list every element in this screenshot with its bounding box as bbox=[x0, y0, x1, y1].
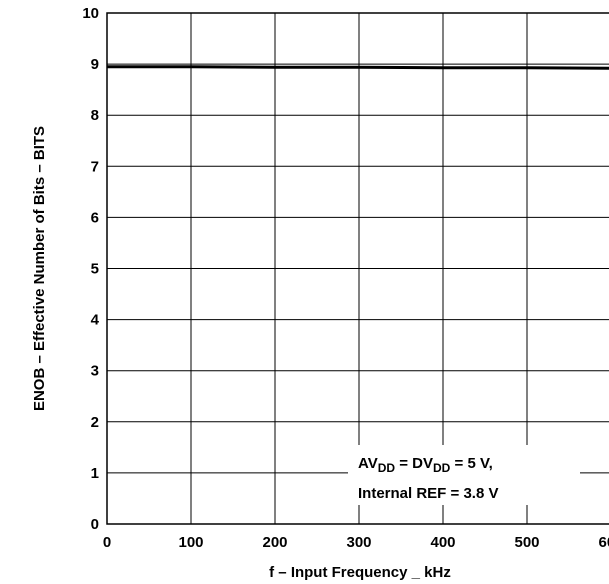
data-series bbox=[107, 65, 609, 70]
x-tick-label: 500 bbox=[514, 534, 539, 551]
y-tick-label: 8 bbox=[91, 107, 99, 124]
annotation-voltage: = 5 V, bbox=[450, 455, 492, 472]
x-tick-labels: 0 100 200 300 400 500 600 bbox=[103, 534, 609, 551]
x-tick-label: 200 bbox=[262, 534, 287, 551]
x-tick-label: 400 bbox=[430, 534, 455, 551]
x-tick-label: 600 bbox=[598, 534, 609, 551]
y-tick-labels: 0 1 2 3 4 5 6 7 8 9 10 bbox=[82, 5, 99, 533]
y-tick-label: 1 bbox=[91, 465, 99, 482]
y-tick-label: 5 bbox=[91, 261, 99, 278]
series-line bbox=[107, 65, 609, 70]
annotation-line-1: AVDD = DVDD = 5 V, bbox=[358, 455, 493, 475]
annotation-dv: = DV bbox=[395, 455, 433, 472]
x-tick-label: 0 bbox=[103, 534, 111, 551]
annotation-box bbox=[348, 445, 580, 505]
y-tick-label: 3 bbox=[91, 363, 99, 380]
y-tick-label: 6 bbox=[91, 209, 99, 226]
plot-frame bbox=[106, 12, 609, 525]
annotation-line-2: Internal REF = 3.8 V bbox=[358, 485, 498, 502]
y-tick-label: 2 bbox=[91, 414, 99, 431]
y-tick-label: 9 bbox=[91, 56, 99, 73]
x-tick-label: 300 bbox=[346, 534, 371, 551]
y-tick-label: 7 bbox=[91, 158, 99, 175]
annotation-sub-dd-1: DD bbox=[378, 461, 396, 475]
x-axis-label: f – Input Frequency _ kHz bbox=[269, 564, 451, 581]
y-tick-label: 10 bbox=[82, 5, 99, 22]
annotation-sub-dd-2: DD bbox=[433, 461, 451, 475]
y-tick-label: 4 bbox=[91, 312, 100, 329]
annotation-av: AV bbox=[358, 455, 378, 472]
y-axis-label: ENOB – Effective Number of Bits – BITS bbox=[31, 126, 48, 411]
y-tick-label: 0 bbox=[91, 516, 99, 533]
x-tick-label: 100 bbox=[178, 534, 203, 551]
